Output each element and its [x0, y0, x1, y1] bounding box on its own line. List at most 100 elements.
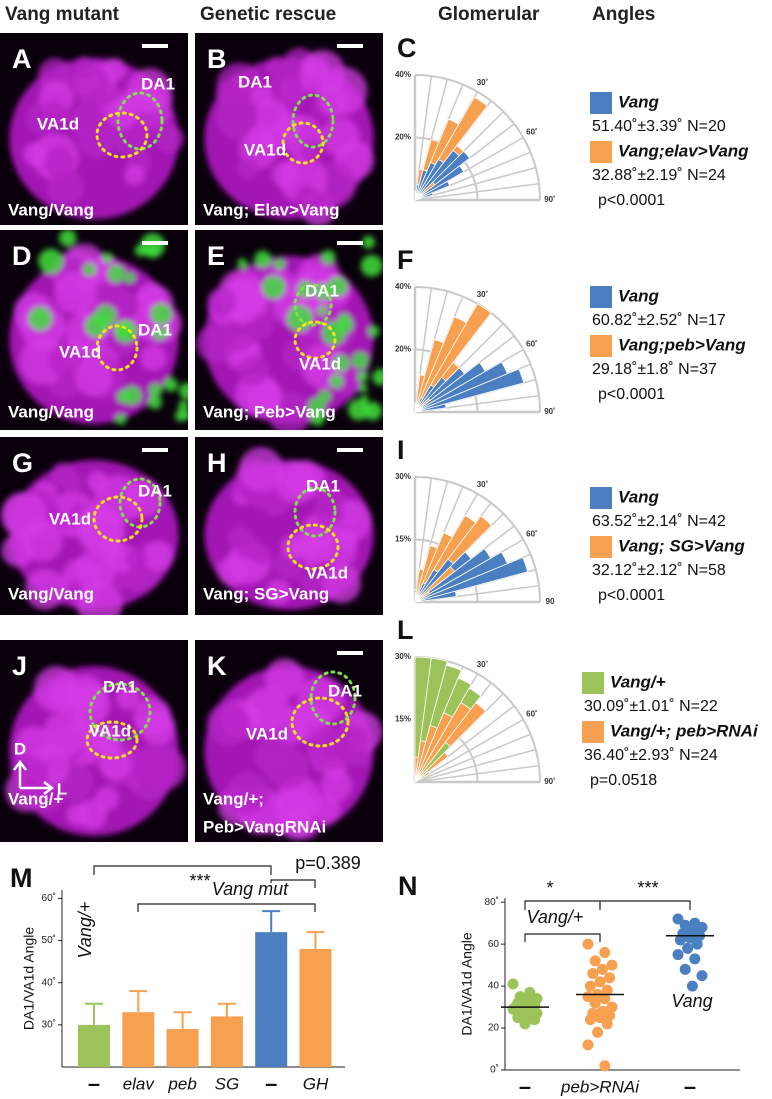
legend-stats: 29.18˚±1.8˚ N=37	[592, 361, 717, 378]
glomerulus	[1, 492, 47, 539]
data-point	[512, 1012, 524, 1024]
region-label: DA1	[103, 677, 137, 696]
neuron	[321, 249, 336, 265]
glomerulus	[215, 80, 242, 106]
image-panel: H DA1 VA1d Vang; SG>Vang	[195, 437, 383, 615]
da1-outline	[293, 283, 333, 327]
legend-swatch	[590, 536, 612, 558]
glomerulus	[23, 142, 48, 167]
legend-swatch	[582, 721, 604, 743]
tissue	[1, 460, 179, 615]
panel-letter: B	[207, 44, 227, 74]
glomerulus	[39, 100, 69, 130]
glomerulus	[48, 342, 86, 380]
data-point	[592, 1026, 604, 1038]
data-point	[601, 1018, 613, 1030]
legend-stats: 30.09˚±1.01˚ N=22	[584, 698, 718, 715]
panel-letter: C	[397, 33, 417, 63]
genotype-label: Vang; SG>Vang	[203, 584, 329, 603]
glomerulus	[43, 710, 89, 756]
column-header: Glomerular	[438, 4, 540, 25]
x-tick-label: SG	[215, 1074, 240, 1093]
glomerulus	[313, 495, 345, 526]
p-value: p=0.0518	[590, 772, 657, 789]
significance-label: ***	[189, 871, 210, 891]
neuron	[107, 264, 126, 283]
neuron	[122, 386, 142, 405]
panel-letter: K	[207, 651, 227, 681]
panel-letter: E	[207, 241, 225, 271]
panel-letter: H	[207, 448, 227, 478]
region-label: VA1d	[59, 342, 101, 361]
r-tick-label: 40%	[395, 70, 411, 79]
glomerulus	[54, 271, 97, 314]
axis-label: L	[57, 779, 67, 798]
angle-tick-label: 60˚	[526, 128, 538, 137]
legend-stats: 32.12˚±2.12˚ N=58	[592, 562, 726, 579]
neuron	[237, 258, 248, 269]
glomerulus	[322, 564, 362, 604]
group-bracket	[524, 933, 601, 942]
data-point	[604, 972, 616, 984]
panel-letter: A	[12, 44, 32, 74]
neuron	[149, 383, 163, 397]
neuron	[360, 395, 369, 404]
neuron	[101, 252, 113, 264]
x-tick-label: –	[519, 1074, 531, 1099]
y-axis-label: DA1/VA1d Angle	[21, 927, 37, 1030]
region-label: VA1d	[49, 509, 91, 528]
glomerulus	[133, 697, 172, 736]
neuron	[357, 371, 369, 383]
y-tick-label: 60˚	[42, 892, 56, 904]
glomerulus	[320, 769, 352, 802]
data-point	[601, 984, 613, 996]
genotype-label: Vang/Vang	[8, 402, 94, 421]
angle-tick-label: 60˚	[526, 530, 538, 539]
glomerulus	[247, 313, 274, 340]
data-point	[589, 997, 601, 1009]
panel-letter: M	[10, 863, 33, 893]
glomerulus	[75, 359, 113, 397]
region-label: DA1	[141, 74, 175, 93]
image-panel: J DA1 VA1d Vang/+ D L	[0, 640, 188, 842]
neuron	[332, 354, 350, 372]
glomerulus	[281, 534, 306, 560]
glomerulus	[76, 581, 123, 615]
r-tick-label: 20%	[395, 133, 411, 142]
significance-bracket	[93, 865, 316, 888]
neuron	[359, 383, 368, 393]
va1d-outline	[95, 111, 149, 159]
neuron	[327, 276, 348, 297]
neuron	[82, 262, 97, 277]
da1-outline	[309, 670, 357, 726]
glomerulus	[61, 472, 83, 493]
glomerulus	[127, 68, 173, 113]
legend-swatch	[590, 335, 612, 357]
y-tick-label: 40	[488, 981, 500, 992]
bar	[255, 932, 288, 1067]
data-point	[696, 921, 708, 933]
legend-swatch	[582, 672, 604, 694]
rose-wedge	[414, 590, 457, 603]
neuron	[262, 275, 286, 300]
legend-label: Vang;peb>Vang	[618, 335, 746, 354]
bar	[166, 1029, 199, 1067]
group-label: Vang/+	[75, 902, 95, 959]
y-tick-label: 80˚	[485, 896, 499, 908]
r-tick-label: 40%	[395, 282, 411, 291]
data-point	[679, 963, 691, 975]
image-panel: E DA1 VA1d Vang; Peb>Vang	[195, 230, 383, 430]
neuron	[115, 413, 127, 425]
axis-label: D	[14, 739, 26, 758]
legend-swatch	[590, 92, 612, 114]
glomerulus	[265, 579, 291, 605]
legend-stats: 63.52˚±2.14˚ N=42	[592, 513, 726, 530]
x-tick-label: GH	[303, 1074, 329, 1093]
angle-tick-label: 30˚	[477, 660, 489, 669]
neuron	[363, 401, 383, 421]
neuron	[28, 306, 53, 331]
data-point	[584, 1014, 596, 1026]
neuron	[317, 305, 328, 316]
